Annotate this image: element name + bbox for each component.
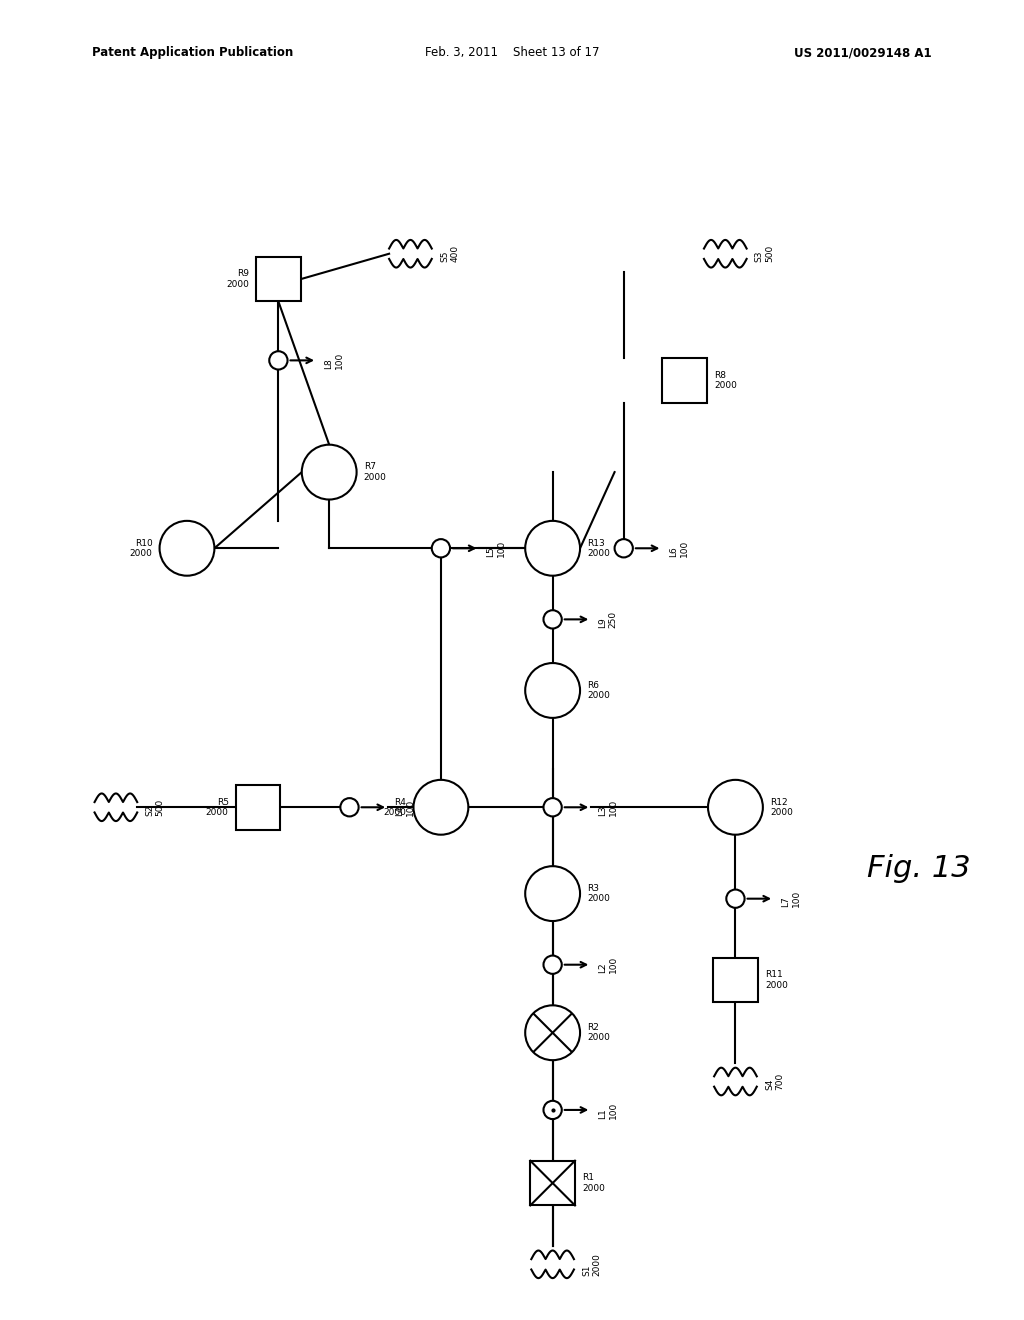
Circle shape (302, 445, 356, 499)
Text: R12
2000: R12 2000 (770, 797, 793, 817)
Circle shape (614, 539, 633, 557)
Text: L1
100: L1 100 (598, 1101, 617, 1118)
Text: L2
100: L2 100 (598, 956, 617, 973)
Text: Patent Application Publication: Patent Application Publication (92, 46, 294, 59)
Circle shape (432, 539, 450, 557)
Circle shape (708, 780, 763, 834)
Circle shape (340, 799, 358, 816)
Bar (236, 785, 281, 829)
Bar (256, 257, 301, 301)
Text: R7
2000: R7 2000 (364, 462, 387, 482)
Circle shape (269, 351, 288, 370)
Text: S2
500: S2 500 (145, 799, 165, 816)
Text: R13
2000: R13 2000 (587, 539, 610, 558)
Text: R6
2000: R6 2000 (587, 681, 610, 700)
Text: L9
250: L9 250 (598, 611, 617, 628)
Text: R11
2000: R11 2000 (765, 970, 787, 990)
Text: L6
100: L6 100 (670, 540, 689, 557)
Circle shape (160, 521, 214, 576)
Text: L5
100: L5 100 (486, 540, 506, 557)
Bar (663, 358, 707, 403)
Text: R5
2000: R5 2000 (206, 797, 228, 817)
Circle shape (544, 1101, 562, 1119)
Circle shape (544, 956, 562, 974)
Text: S5
400: S5 400 (440, 246, 460, 263)
Text: S1
2000: S1 2000 (582, 1253, 601, 1275)
Circle shape (525, 1006, 580, 1060)
Circle shape (525, 663, 580, 718)
Text: R9
2000: R9 2000 (226, 269, 249, 289)
Text: Fig. 13: Fig. 13 (867, 854, 971, 883)
Text: L8
100: L8 100 (325, 351, 343, 370)
Text: R4
2000: R4 2000 (384, 797, 407, 817)
Text: R8
2000: R8 2000 (714, 371, 737, 391)
Text: R2
2000: R2 2000 (587, 1023, 610, 1043)
Text: L7
100: L7 100 (781, 890, 801, 907)
Circle shape (414, 780, 468, 834)
Text: R3
2000: R3 2000 (587, 884, 610, 903)
Text: Feb. 3, 2011    Sheet 13 of 17: Feb. 3, 2011 Sheet 13 of 17 (425, 46, 599, 59)
Bar (530, 1160, 574, 1205)
Text: US 2011/0029148 A1: US 2011/0029148 A1 (795, 46, 932, 59)
Text: L3
100: L3 100 (598, 799, 617, 816)
Text: L4
100: L4 100 (395, 799, 415, 816)
Text: R1
2000: R1 2000 (582, 1173, 605, 1193)
Circle shape (544, 799, 562, 816)
Text: S3
500: S3 500 (755, 246, 774, 263)
Circle shape (525, 866, 580, 921)
Bar (713, 957, 758, 1002)
Circle shape (544, 610, 562, 628)
Circle shape (726, 890, 744, 908)
Text: R10
2000: R10 2000 (130, 539, 153, 558)
Text: S4
700: S4 700 (765, 1073, 784, 1090)
Circle shape (525, 521, 580, 576)
